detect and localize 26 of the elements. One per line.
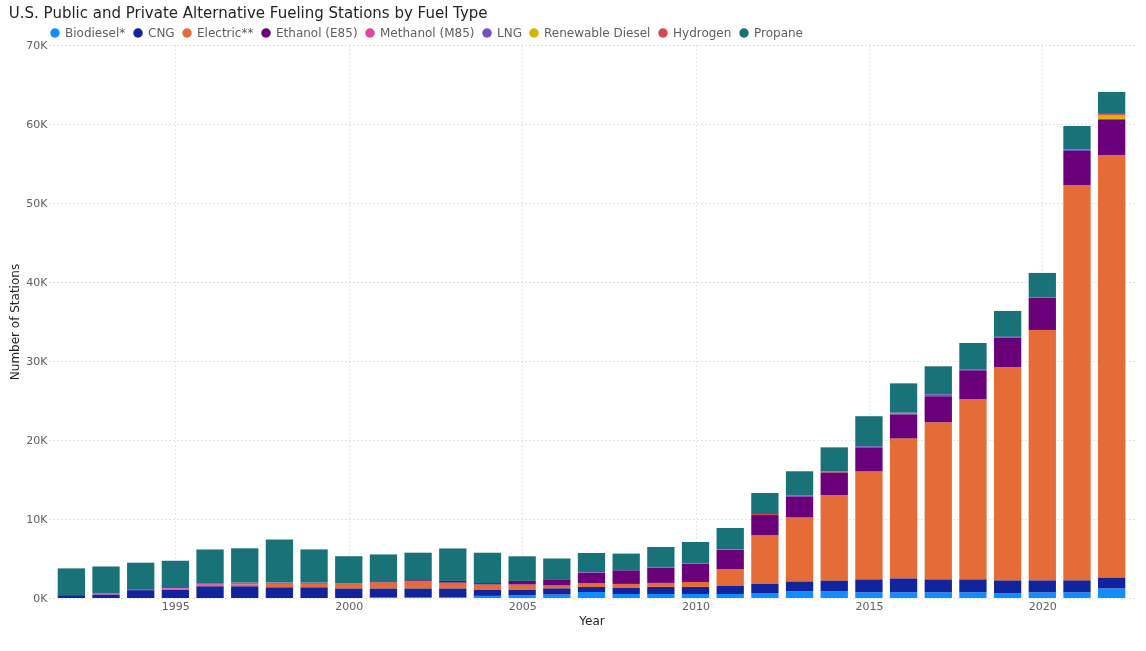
x-tick-label: 1995: [161, 599, 190, 613]
legend-label: Ethanol (E85): [276, 26, 358, 40]
x-tick-label: 2015: [855, 599, 884, 613]
legend-label: Biodiesel*: [65, 26, 126, 40]
x-tick-label: 2020: [1028, 599, 1057, 613]
y-axis-title: Number of Stations: [8, 263, 23, 381]
legend-label: Propane: [754, 26, 803, 40]
y-tick-label: 70K: [26, 38, 49, 52]
y-tick-label: 50K: [26, 196, 49, 210]
y-tick-label: 20K: [26, 433, 49, 447]
legend-label: Renewable Diesel: [544, 26, 651, 40]
x-tick-label: 2010: [682, 599, 711, 613]
chart-title: U.S. Public and Private Alternative Fueling Stations by Fuel Type: [8, 4, 488, 22]
y-tick-label: 60K: [26, 117, 49, 131]
x-tick-label: 2005: [508, 599, 537, 613]
legend-label: CNG: [148, 26, 175, 40]
x-axis-title: Year: [578, 613, 605, 628]
y-tick-label: 40K: [26, 275, 49, 289]
y-tick-label: 30K: [26, 354, 49, 368]
legend-label: Electric**: [197, 26, 254, 40]
x-tick-label: 2000: [335, 599, 364, 613]
y-tick-label: 10K: [26, 512, 49, 526]
legend-label: LNG: [497, 26, 522, 40]
legend-label: Methanol (M85): [380, 26, 475, 40]
y-tick-label: 0K: [33, 591, 49, 605]
legend-label: Hydrogen: [673, 26, 732, 40]
